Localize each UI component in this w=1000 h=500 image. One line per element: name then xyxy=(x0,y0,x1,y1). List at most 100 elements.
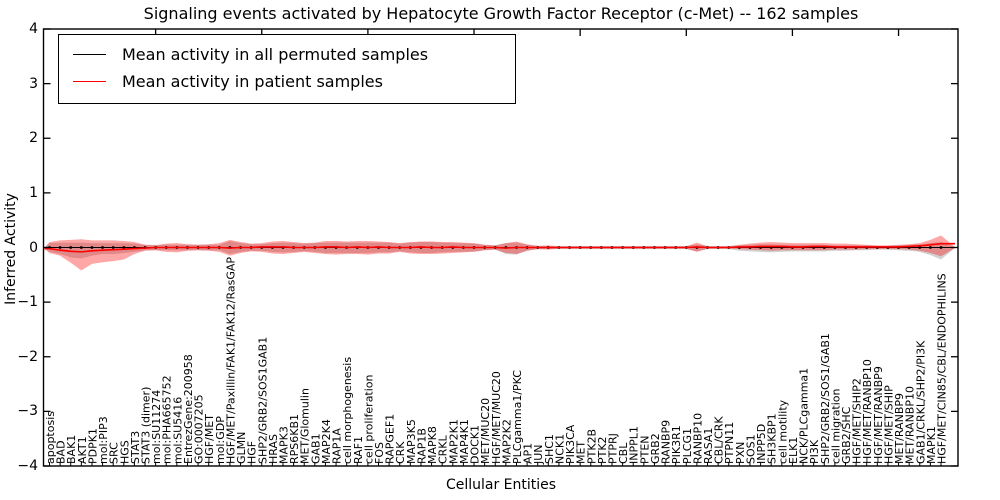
x-tick-label: CBL xyxy=(617,442,630,464)
x-tick-label: NCK1 xyxy=(553,434,566,464)
chart-title: Signaling events activated by Hepatocyte… xyxy=(143,4,859,23)
x-tick-label: SHP2/GRB2/SOS1GAB1 xyxy=(256,337,269,464)
data-point-marker xyxy=(939,246,943,249)
x-tick-label: HGF/MET/MUC20 xyxy=(490,371,503,464)
x-tick-label: INPPL1 xyxy=(628,426,641,464)
x-tick-label: NCK/PLCgamma1 xyxy=(798,368,811,464)
x-tick-label: AKT1 xyxy=(76,436,89,464)
x-tick-label: MET/MUC20 xyxy=(479,398,492,464)
x-tick-label: SOS1 xyxy=(744,434,757,464)
x-tick-label: PIK3CA xyxy=(564,424,577,464)
legend-line-red-icon xyxy=(73,81,106,82)
x-tick-label: HGF/MET/SHIP2 xyxy=(851,378,864,464)
x-tick-label: mol:PHA665752 xyxy=(161,375,174,464)
x-tick-label: SH3KBP1 xyxy=(766,413,779,464)
x-tick-label: apoptosis xyxy=(44,411,57,464)
x-tick-label: BAD xyxy=(55,440,68,464)
x-tick-label: MAP2K4 xyxy=(320,419,333,464)
x-tick-label: mol:SU5416 xyxy=(171,397,184,464)
x-tick-label: INPP5D xyxy=(755,424,768,464)
x-tick-label: cell proliferation xyxy=(362,374,375,464)
data-point-marker xyxy=(90,246,94,249)
y-tick-label: 2 xyxy=(29,130,38,147)
x-tick-label: mol:GDP xyxy=(214,416,227,464)
x-tick-label: GAB1 xyxy=(309,433,322,464)
x-tick-label: GAB1/CRKL/SHP2/PI3K xyxy=(914,340,927,464)
x-tick-label: HGS xyxy=(118,440,131,464)
x-tick-label: BAK1 xyxy=(65,435,78,464)
x-tick-label: PTK2 xyxy=(596,436,609,464)
y-tick-label: 4 xyxy=(29,21,38,37)
data-point-marker xyxy=(58,246,62,249)
x-tick-label: MET xyxy=(575,441,588,464)
x-tick-label: RAP1B xyxy=(415,428,428,464)
legend-label-patient: Mean activity in patient samples xyxy=(122,72,383,91)
x-tick-label: HGF/MET/SHIP xyxy=(882,385,895,464)
x-tick-label: PXN xyxy=(734,442,747,464)
y-tick-label: −2 xyxy=(17,348,38,365)
y-tick-label: 0 xyxy=(29,239,38,256)
y-tick-label: −4 xyxy=(17,458,38,474)
y-tick-label: −3 xyxy=(17,403,38,420)
x-tick-label: PTPN11 xyxy=(723,422,736,464)
x-tick-label: FOS xyxy=(373,442,386,464)
data-point-marker xyxy=(918,246,922,249)
legend-label-permuted: Mean activity in all permuted samples xyxy=(122,45,429,64)
patient-mean-line xyxy=(44,242,955,253)
x-tick-label: MAPK1 xyxy=(925,426,938,464)
x-tick-label: mol:PIP3 xyxy=(97,416,110,464)
x-tick-label: CBL/CRK xyxy=(713,416,726,464)
legend-item-permuted: Mean activity in all permuted samples xyxy=(59,41,515,68)
x-tick-label: PTPRJ xyxy=(606,433,619,464)
x-tick-label: cell motility xyxy=(776,399,789,464)
x-tick-label: SHC1 xyxy=(543,434,556,464)
y-tick-label: 1 xyxy=(29,184,38,201)
x-tick-label: RAP1A xyxy=(331,428,344,464)
x-axis-label: Cellular Entities xyxy=(445,477,557,493)
x-tick-label: DOCK1 xyxy=(469,425,482,464)
data-point-marker xyxy=(928,246,932,249)
x-tick-label: RANBP10 xyxy=(691,413,704,464)
data-point-marker xyxy=(122,246,126,249)
x-tick-label: GO:0007205 xyxy=(193,394,206,464)
x-tick-label: PTK2B xyxy=(585,429,598,464)
x-tick-label: RASA1 xyxy=(702,428,715,464)
x-tick-label: HGF/MET/RANBP9 xyxy=(872,366,885,464)
x-tick-label: GLMN xyxy=(235,432,248,464)
x-tick-label: RAF1 xyxy=(352,436,365,464)
x-tick-label: RANBP9 xyxy=(660,420,673,464)
x-tick-label: GRB2 xyxy=(649,433,662,464)
data-point-marker xyxy=(101,246,104,249)
x-tick-label: MAP2K2 xyxy=(500,419,513,464)
x-tick-label: SRC xyxy=(108,442,121,464)
x-tick-label: EntrezGene:200958 xyxy=(182,354,195,464)
x-tick-label: MET/Glomulin xyxy=(299,388,312,464)
x-tick-label: HGF/MET/RANBP10 xyxy=(861,359,874,464)
permuted-std-band xyxy=(44,240,955,260)
data-point-marker xyxy=(69,246,73,249)
x-tick-label: RPS6KB1 xyxy=(288,414,301,464)
y-tick-label: −1 xyxy=(17,294,38,311)
x-tick-label: AP1 xyxy=(522,443,535,464)
x-tick-label: HRAS xyxy=(267,434,280,464)
x-tick-label: SHP2/GRB2/SOS1/GAB1 xyxy=(819,333,832,464)
legend-item-patient: Mean activity in patient samples xyxy=(59,68,515,95)
x-tick-label: MET/RANBP10 xyxy=(904,386,917,464)
x-tick-label: MAP3K5 xyxy=(405,419,418,464)
x-tick-label: HGF/MET/Paxillin/FAK1/FAK12/RasGAP xyxy=(224,257,237,464)
x-tick-label: RAPGEF1 xyxy=(384,414,397,464)
x-tick-label: PI3K xyxy=(808,439,821,464)
x-tick-label: MAP2K1 xyxy=(447,419,460,464)
x-tick-label: HGF/MET/CIN85/CBL/ENDOPHILINS xyxy=(936,273,949,464)
legend-line-black-icon xyxy=(73,54,106,55)
x-tick-label: STAT3 (dimer) xyxy=(140,387,153,464)
x-tick-label: cell morphogenesis xyxy=(341,357,354,464)
x-tick-label: MAPK8 xyxy=(426,426,439,464)
x-tick-label: PLCG1 xyxy=(681,428,694,464)
x-tick-label: cell migration xyxy=(829,388,842,464)
patient-std-band xyxy=(44,235,955,271)
legend: Mean activity in all permuted samples Me… xyxy=(58,34,516,104)
x-tick-label: GRB2/SHC xyxy=(840,406,853,464)
